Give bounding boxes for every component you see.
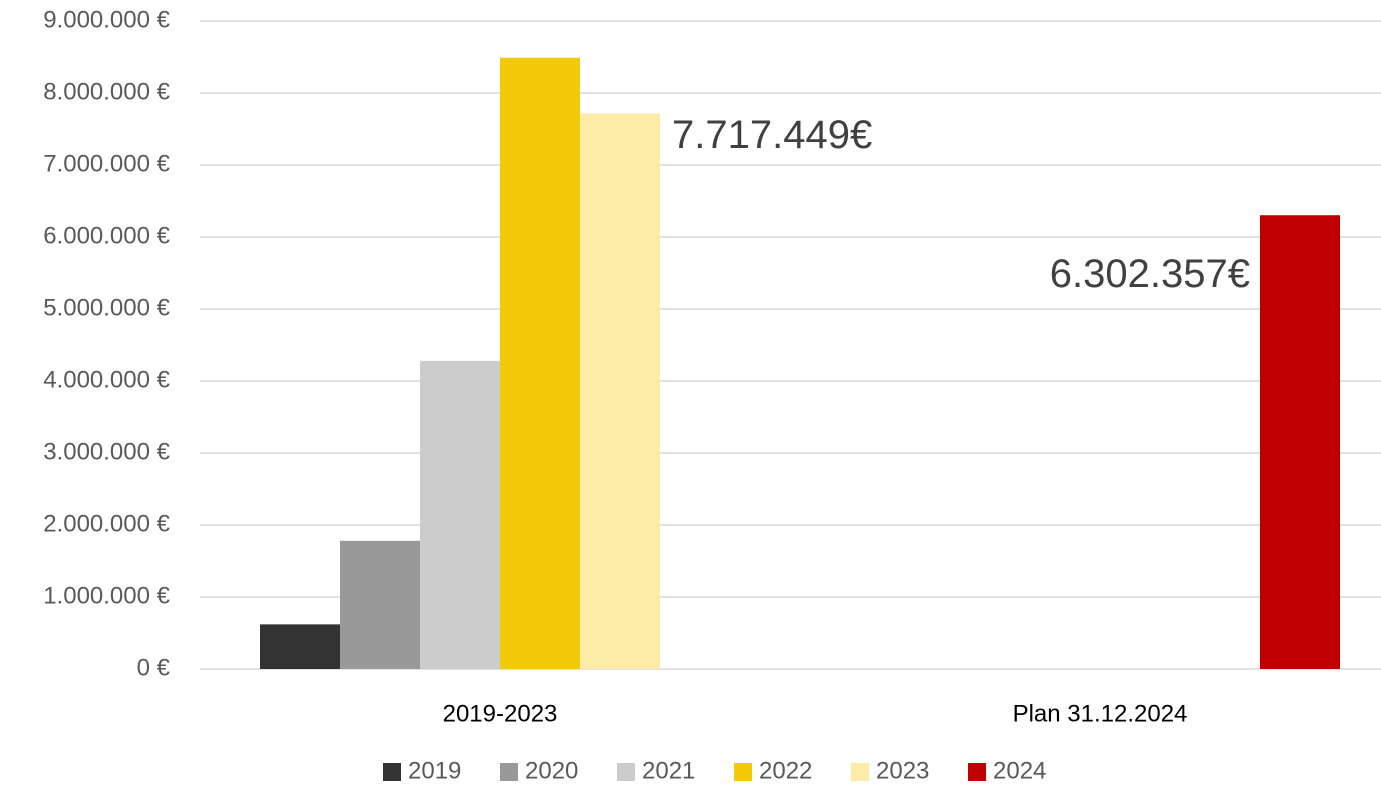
legend-swatch: [851, 763, 869, 781]
y-tick-label: 3.000.000 €: [43, 438, 170, 465]
y-tick-label: 9.000.000 €: [43, 6, 170, 33]
y-tick-label: 4.000.000 €: [43, 366, 170, 393]
bar: [340, 540, 420, 669]
y-tick-label: 8.000.000 €: [43, 78, 170, 105]
x-tick-label: Plan 31.12.2024: [1013, 700, 1188, 727]
x-tick-label: 2019-2023: [443, 700, 558, 727]
legend-label: 2020: [525, 757, 578, 784]
bar: [260, 624, 340, 669]
legend-label: 2021: [642, 757, 695, 784]
legend-swatch: [500, 763, 518, 781]
bar: [500, 57, 580, 670]
y-tick-label: 6.000.000 €: [43, 222, 170, 249]
y-tick-label: 7.000.000 €: [43, 150, 170, 177]
legend-label: 2022: [759, 757, 812, 784]
legend-label: 2024: [993, 757, 1046, 784]
legend-swatch: [617, 763, 635, 781]
legend-swatch: [968, 763, 986, 781]
legend-swatch: [734, 763, 752, 781]
legend-swatch: [383, 763, 401, 781]
legend-label: 2019: [408, 757, 461, 784]
y-tick-label: 2.000.000 €: [43, 510, 170, 537]
bar: [580, 113, 660, 669]
y-tick-label: 5.000.000 €: [43, 294, 170, 321]
data-label: 6.302.357€: [1050, 252, 1250, 296]
y-tick-label: 1.000.000 €: [43, 582, 170, 609]
y-tick-label: 0 €: [137, 654, 171, 681]
bar: [420, 360, 500, 669]
legend-label: 2023: [876, 757, 929, 784]
data-label: 7.717.449€: [672, 113, 872, 157]
bar: [1260, 215, 1340, 670]
